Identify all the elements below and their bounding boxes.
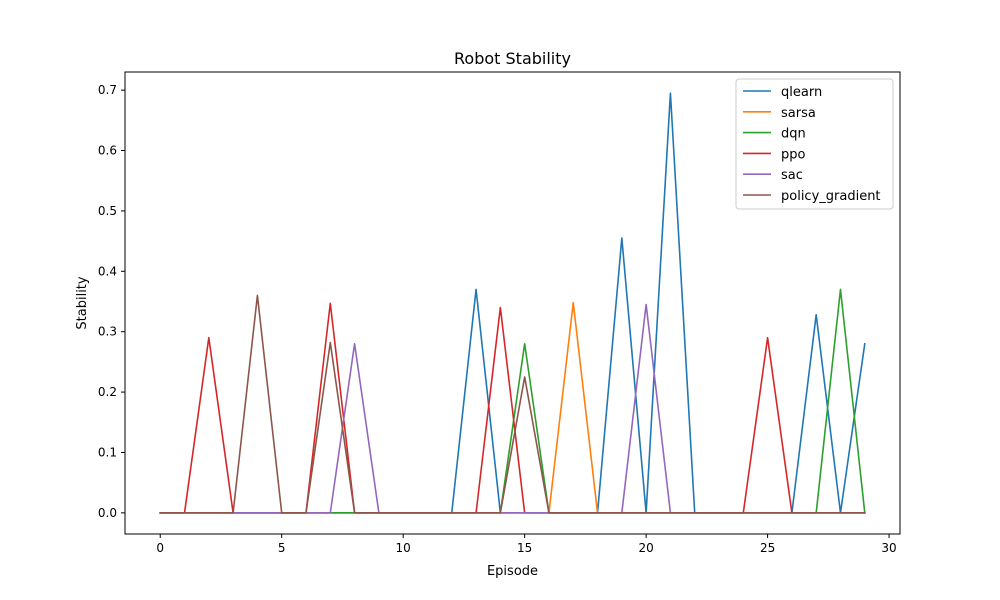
x-tick-label: 5 (278, 541, 286, 555)
x-tick-label: 15 (517, 541, 532, 555)
y-tick-label: 0.4 (98, 264, 117, 278)
y-tick-label: 0.0 (98, 506, 117, 520)
series-line-policy-gradient (159, 294, 866, 514)
plot-frame (124, 71, 901, 535)
x-axis-label: Episode (487, 564, 538, 579)
y-tick-label: 0.3 (98, 325, 117, 339)
x-tick-label: 10 (396, 541, 411, 555)
y-axis: 0.0 0.1 0.2 0.3 0.4 0.5 0.6 0.7 (98, 83, 125, 520)
legend: qlearn sarsa dqn ppo sac policy_gradient (735, 78, 894, 210)
legend-label-ppo: ppo (781, 147, 806, 162)
y-tick-label: 0.5 (98, 204, 117, 218)
legend-label-sarsa: sarsa (781, 106, 816, 121)
y-tick-label: 0.1 (98, 445, 117, 459)
y-axis-label: Stability (75, 276, 90, 330)
series-layer (159, 92, 866, 514)
y-tick-label: 0.2 (98, 385, 117, 399)
legend-label-qlearn: qlearn (781, 85, 822, 100)
chart-title: Robot Stability (454, 49, 571, 68)
x-axis: 0 5 10 15 20 25 30 (156, 534, 897, 555)
legend-label-dqn: dqn (781, 127, 806, 142)
legend-box (735, 78, 894, 210)
x-tick-label: 30 (881, 541, 896, 555)
y-tick-label: 0.6 (98, 144, 117, 158)
y-tick-label: 0.7 (98, 83, 117, 97)
x-tick-label: 20 (638, 541, 653, 555)
legend-label-policy-gradient: policy_gradient (781, 189, 881, 204)
x-tick-label: 0 (156, 541, 164, 555)
legend-label-sac: sac (781, 168, 803, 183)
x-tick-label: 25 (760, 541, 775, 555)
